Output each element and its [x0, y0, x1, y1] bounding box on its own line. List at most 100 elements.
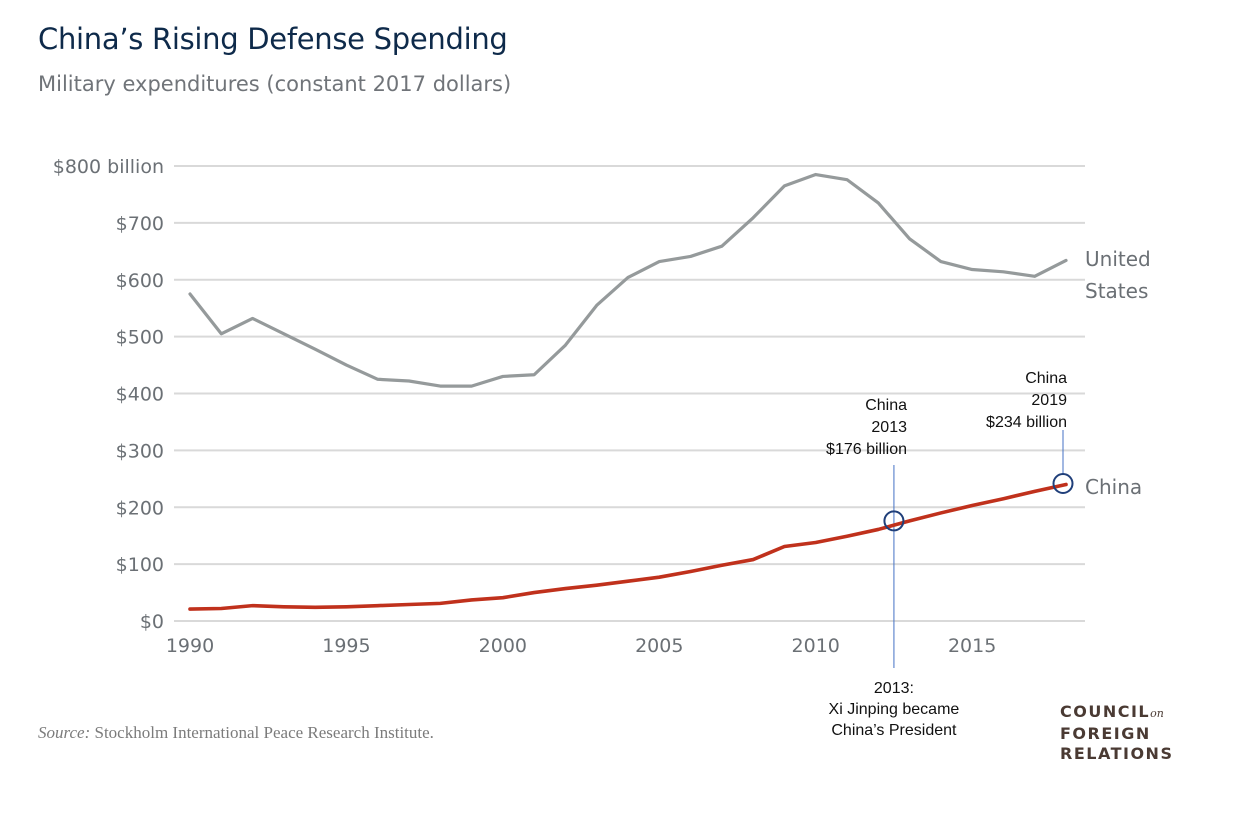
united-states-point	[313, 347, 317, 351]
china-point	[1002, 497, 1005, 500]
china-point	[595, 583, 598, 587]
series-label-united-states: United	[1085, 247, 1151, 271]
united-states-point	[1002, 270, 1005, 273]
united-states-point	[626, 276, 630, 279]
united-states-point	[188, 292, 192, 296]
china-point	[845, 535, 849, 538]
series-label-china: China	[1085, 475, 1142, 499]
china-point	[251, 604, 254, 607]
china-point	[908, 519, 911, 523]
series-label-united-states: States	[1085, 279, 1148, 303]
china-point	[689, 570, 692, 573]
china-point	[188, 607, 192, 611]
united-states-point	[439, 384, 442, 388]
annotation-text-2019: China	[1025, 370, 1067, 387]
united-states-point	[501, 375, 505, 378]
y-tick-label: $100	[116, 554, 164, 576]
united-states-point	[251, 317, 254, 320]
marker-circle-2019	[1052, 473, 1074, 494]
x-axis-tick-labels: 1990 1995 2000 2005 2010 2015	[166, 635, 997, 657]
united-states-point	[970, 268, 974, 271]
x-tick-label: 1990	[166, 635, 214, 657]
x-tick-label: 2010	[792, 635, 840, 657]
x-tick-label: 2000	[479, 635, 527, 657]
cfr-logo: COUNCILon FOREIGN RELATIONS	[1060, 702, 1173, 764]
united-states-point	[908, 237, 911, 240]
united-states-point	[814, 173, 817, 176]
y-tick-label: $700	[116, 213, 164, 235]
china-point	[345, 605, 348, 608]
united-states-point	[282, 332, 286, 335]
annotation-xi-jinping: China’s President	[831, 722, 957, 739]
y-tick-label: $400	[116, 384, 164, 406]
united-states-point	[1033, 275, 1036, 278]
china-line	[188, 482, 1068, 611]
logo-line-2: FOREIGN	[1060, 724, 1151, 743]
china-point	[282, 605, 286, 608]
china-point	[970, 504, 974, 507]
annotation-xi-jinping: 2013:	[874, 680, 914, 697]
y-tick-label: $0	[140, 611, 164, 633]
y-tick-label: $800 billion	[53, 156, 164, 178]
annotation-text-2013: 2013	[871, 419, 907, 436]
united-states-point	[845, 178, 849, 181]
china-point	[313, 606, 317, 609]
united-states-point	[720, 244, 724, 248]
y-tick-label: $500	[116, 327, 164, 349]
united-states-point	[751, 216, 755, 219]
china-point	[751, 558, 755, 561]
marker-circle-2013	[883, 510, 905, 532]
x-tick-label: 2015	[948, 635, 996, 657]
annotation-texts: China 2013 $176 billion China 2019 $234 billi…	[826, 370, 1067, 739]
united-states-point	[939, 260, 943, 263]
china-point	[470, 598, 473, 602]
china-point	[626, 579, 630, 583]
annotation-text-2013: $176 billion	[826, 441, 907, 458]
chart-subtitle: Military expenditures (constant 2017 dol…	[38, 72, 512, 96]
series-labels: United States China	[1085, 247, 1151, 499]
united-states-point	[658, 260, 661, 263]
y-tick-label: $600	[116, 270, 164, 292]
china-point	[783, 545, 786, 548]
y-axis-tick-labels: $0 $100 $200 $300 $400 $500 $600 $700 $800 billi…	[53, 156, 164, 633]
logo-line-1: COUNCIL	[1060, 702, 1151, 721]
gridlines	[174, 165, 1085, 622]
annotation-text-2019: $234 billion	[986, 414, 1067, 431]
china-point	[658, 576, 661, 579]
china-point	[564, 587, 567, 590]
china-point	[501, 596, 505, 599]
united-states-point	[564, 343, 567, 347]
china-point	[939, 511, 943, 515]
y-tick-label: $300	[116, 440, 164, 462]
united-states-point	[470, 384, 473, 388]
chart-title: China’s Rising Defense Spending	[38, 22, 508, 56]
y-tick-label: $200	[116, 497, 164, 519]
united-states-point	[783, 184, 786, 188]
china-point	[877, 528, 880, 531]
united-states-point	[220, 332, 223, 335]
united-states-point	[595, 304, 598, 307]
united-states-point	[1064, 259, 1068, 262]
united-states-point	[689, 255, 692, 258]
china-point	[407, 603, 411, 606]
series-lines	[188, 172, 1068, 611]
united-states-point	[345, 363, 348, 367]
china-point	[1064, 483, 1068, 486]
x-tick-label: 2005	[635, 635, 683, 657]
x-tick-label: 1995	[322, 635, 370, 657]
united-states-point	[376, 378, 379, 381]
annotation-xi-jinping: Xi Jinping became	[829, 701, 960, 718]
china-point	[220, 607, 223, 610]
united-states-point	[407, 379, 411, 383]
china-point	[376, 604, 379, 607]
source-text: Stockholm International Peace Research I…	[90, 723, 434, 742]
annotation-text-2013: China	[865, 397, 907, 414]
annotation-markers	[883, 473, 1074, 532]
source-note: Source: Stockholm International Peace Re…	[38, 723, 434, 743]
logo-line-3: RELATIONS	[1060, 744, 1174, 763]
logo-on: on	[1150, 707, 1164, 720]
annotation-text-2019: 2019	[1031, 392, 1067, 409]
china-point	[1033, 490, 1036, 493]
source-lead: Source:	[38, 723, 91, 742]
